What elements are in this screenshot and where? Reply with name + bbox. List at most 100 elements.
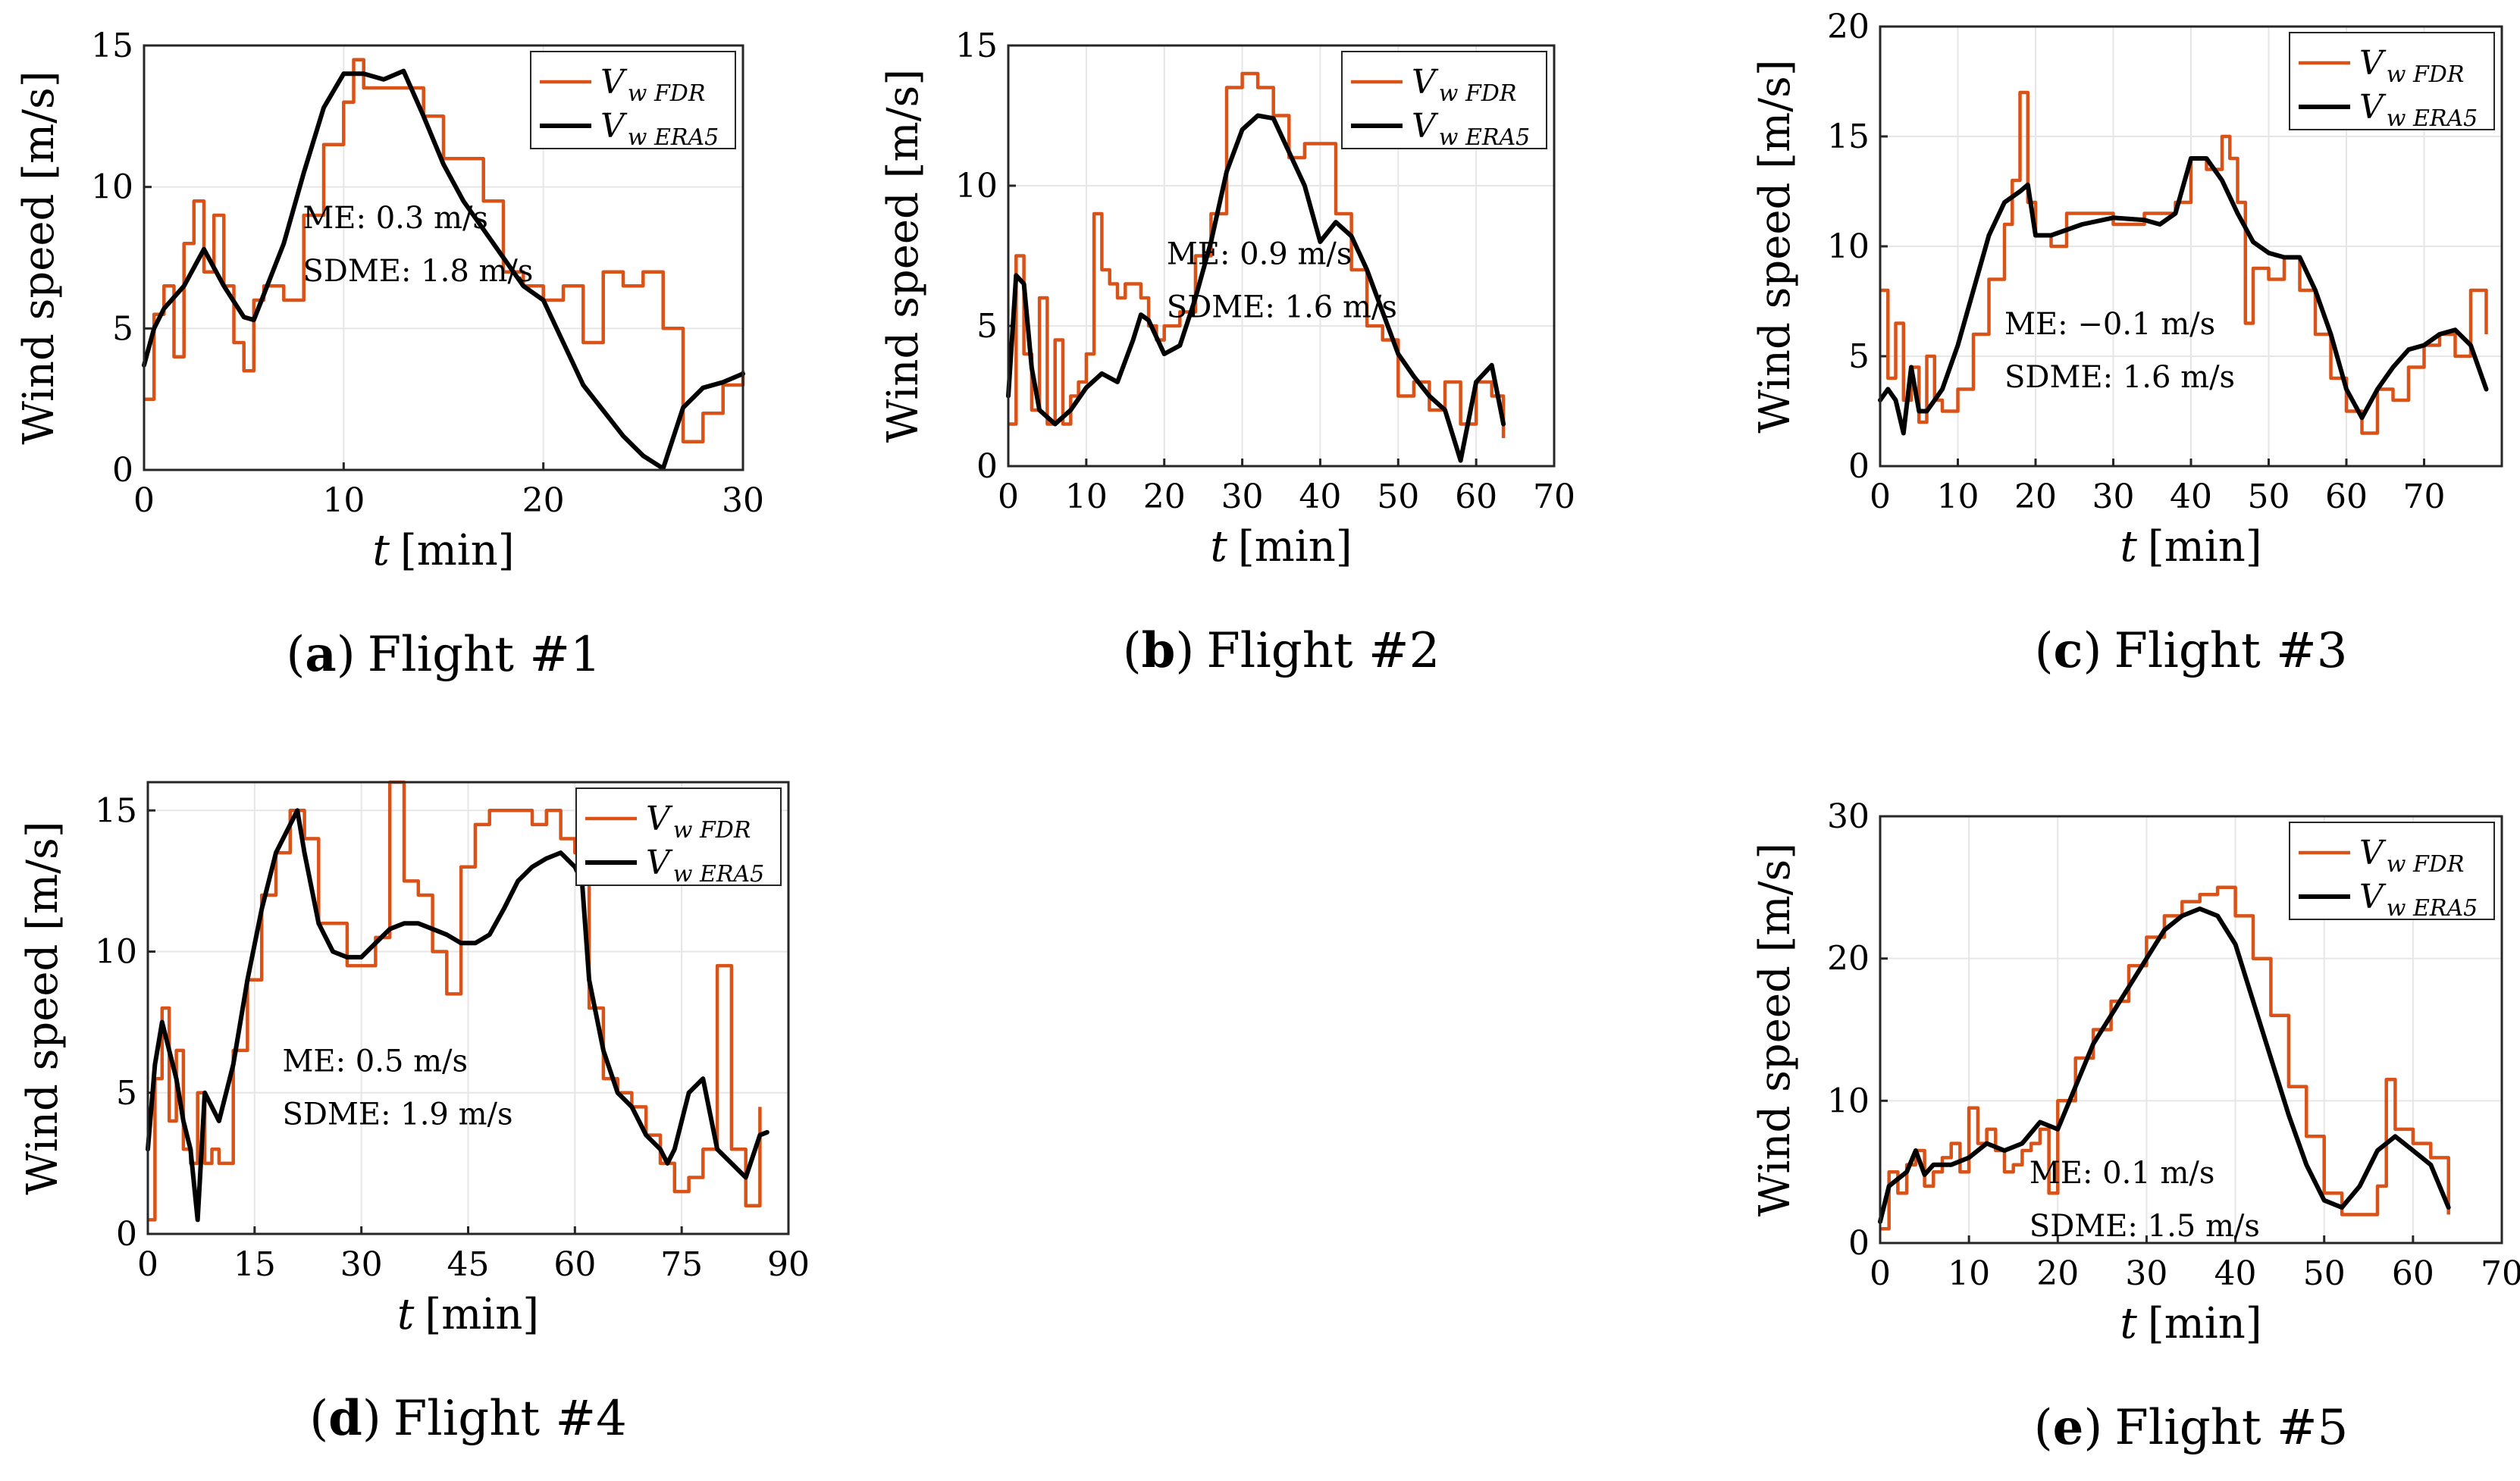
series-line-vw-era5 bbox=[1878, 156, 2489, 436]
y-tick-label: 10 bbox=[91, 168, 133, 207]
x-tick-label: 10 bbox=[1937, 477, 1979, 516]
me-annotation: ME: 0.1 m/s bbox=[2029, 1156, 2215, 1191]
chart-flight-4: 0 15 30 45 60 75 90 0 5 10 15 ME: 0.5 m/s SDME: 1.9 … bbox=[18, 780, 810, 1447]
x-axis-label: t [min] bbox=[2120, 1299, 2261, 1348]
y-tick-label: 30 bbox=[1827, 797, 1870, 836]
x-tick-label: 70 bbox=[2403, 477, 2446, 516]
x-tick-label: 30 bbox=[340, 1245, 383, 1284]
x-tick-label: 20 bbox=[1143, 477, 1186, 516]
x-tick-label: 50 bbox=[2248, 477, 2290, 516]
axes-frame bbox=[143, 44, 744, 471]
x-tick-label: 30 bbox=[2092, 477, 2135, 516]
x-tick-label: 40 bbox=[2170, 477, 2212, 516]
y-axis-label: Wind speed [m/s] bbox=[1751, 843, 1800, 1216]
x-tick-label: 15 bbox=[234, 1245, 276, 1284]
chart-flight-3: 0 10 20 30 40 50 60 70 0 5 10 15 20 ME: −0.1 m/s SDME:… bbox=[1751, 8, 2503, 679]
x-tick-label: 20 bbox=[2036, 1254, 2079, 1293]
series-line-vw-era5 bbox=[1006, 113, 1506, 463]
x-tick-label: 60 bbox=[1455, 477, 1497, 516]
sdme-annotation: SDME: 1.9 m/s bbox=[282, 1097, 512, 1132]
me-annotation: ME: 0.9 m/s bbox=[1167, 237, 1352, 272]
x-tick-label: 40 bbox=[2214, 1254, 2257, 1293]
y-tick-label: 5 bbox=[976, 307, 998, 346]
x-tick-label: 50 bbox=[2303, 1254, 2346, 1293]
y-tick-label: 15 bbox=[91, 27, 133, 65]
x-axis-label: t [min] bbox=[397, 1290, 539, 1339]
y-tick-label: 15 bbox=[95, 791, 137, 830]
y-tick-label: 0 bbox=[112, 451, 133, 490]
y-tick-label: 20 bbox=[1827, 940, 1870, 978]
x-tick-label: 60 bbox=[553, 1245, 596, 1284]
y-tick-label: 0 bbox=[116, 1215, 137, 1254]
x-tick-label: 70 bbox=[1533, 477, 1575, 516]
me-annotation: ME: 0.3 m/s bbox=[302, 201, 488, 236]
x-tick-label: 30 bbox=[722, 481, 764, 520]
legend-box bbox=[2289, 822, 2495, 920]
y-tick-label: 0 bbox=[1848, 1224, 1870, 1263]
x-tick-label: 45 bbox=[447, 1245, 490, 1284]
x-tick-label: 0 bbox=[1870, 1254, 1891, 1293]
sdme-annotation: SDME: 1.5 m/s bbox=[2029, 1209, 2260, 1244]
chart-flight-5: 0 10 20 30 40 50 60 70 0 10 20 30 ME: 0.1 m/s SDME: 1… bbox=[1751, 797, 2520, 1456]
y-tick-label: 10 bbox=[1827, 227, 1870, 266]
y-tick-label: 15 bbox=[1827, 117, 1870, 156]
series-line-vw-fdr bbox=[1008, 71, 1506, 438]
legend-box bbox=[575, 787, 782, 886]
legend-box bbox=[2289, 32, 2495, 130]
y-axis-label: Wind speed [m/s] bbox=[14, 70, 64, 444]
x-tick-label: 10 bbox=[1065, 477, 1108, 516]
y-tick-label: 10 bbox=[95, 933, 137, 972]
panel-caption: (e) Flight #5 bbox=[2034, 1399, 2349, 1456]
x-tick-label: 0 bbox=[133, 481, 155, 520]
x-tick-label: 10 bbox=[1948, 1254, 1990, 1293]
chart-flight-2: 0 10 20 30 40 50 60 70 0 5 10 15 ME: 0.9 m/s SDME: 1.… bbox=[879, 27, 1575, 679]
axes-frame bbox=[146, 781, 790, 1235]
x-tick-label: 50 bbox=[1377, 477, 1419, 516]
x-tick-label: 0 bbox=[1870, 477, 1891, 516]
y-axis-label: Wind speed [m/s] bbox=[1751, 59, 1800, 433]
panel-caption: (d) Flight #4 bbox=[309, 1390, 627, 1447]
x-tick-label: 30 bbox=[2125, 1254, 2167, 1293]
axes-frame bbox=[1879, 815, 2503, 1245]
x-tick-label: 70 bbox=[2481, 1254, 2520, 1293]
y-tick-label: 5 bbox=[116, 1074, 137, 1113]
series-line-vw-era5 bbox=[1878, 906, 2451, 1224]
x-tick-label: 60 bbox=[2325, 477, 2368, 516]
y-axis-label: Wind speed [m/s] bbox=[879, 69, 928, 443]
x-axis-label: t [min] bbox=[1210, 522, 1352, 571]
x-tick-label: 60 bbox=[2392, 1254, 2434, 1293]
x-tick-label: 40 bbox=[1299, 477, 1341, 516]
series-line-vw-era5 bbox=[142, 68, 745, 471]
x-axis-label: t [min] bbox=[2120, 522, 2261, 571]
x-tick-label: 30 bbox=[1221, 477, 1264, 516]
y-tick-label: 20 bbox=[1827, 8, 1870, 46]
panel-caption: (b) Flight #2 bbox=[1123, 622, 1440, 679]
x-tick-label: 20 bbox=[2014, 477, 2057, 516]
y-tick-label: 5 bbox=[112, 309, 133, 348]
series-line-vw-fdr bbox=[1880, 885, 2450, 1231]
legend-box bbox=[1341, 51, 1547, 149]
y-tick-label: 5 bbox=[1848, 337, 1870, 376]
me-annotation: ME: 0.5 m/s bbox=[282, 1044, 468, 1079]
x-tick-label: 0 bbox=[137, 1245, 158, 1284]
y-tick-label: 10 bbox=[1827, 1082, 1870, 1120]
x-tick-label: 90 bbox=[767, 1245, 810, 1284]
panel-caption: (c) Flight #3 bbox=[2035, 622, 2348, 679]
sdme-annotation: SDME: 1.8 m/s bbox=[302, 254, 533, 289]
y-axis-label: Wind speed [m/s] bbox=[18, 821, 67, 1195]
